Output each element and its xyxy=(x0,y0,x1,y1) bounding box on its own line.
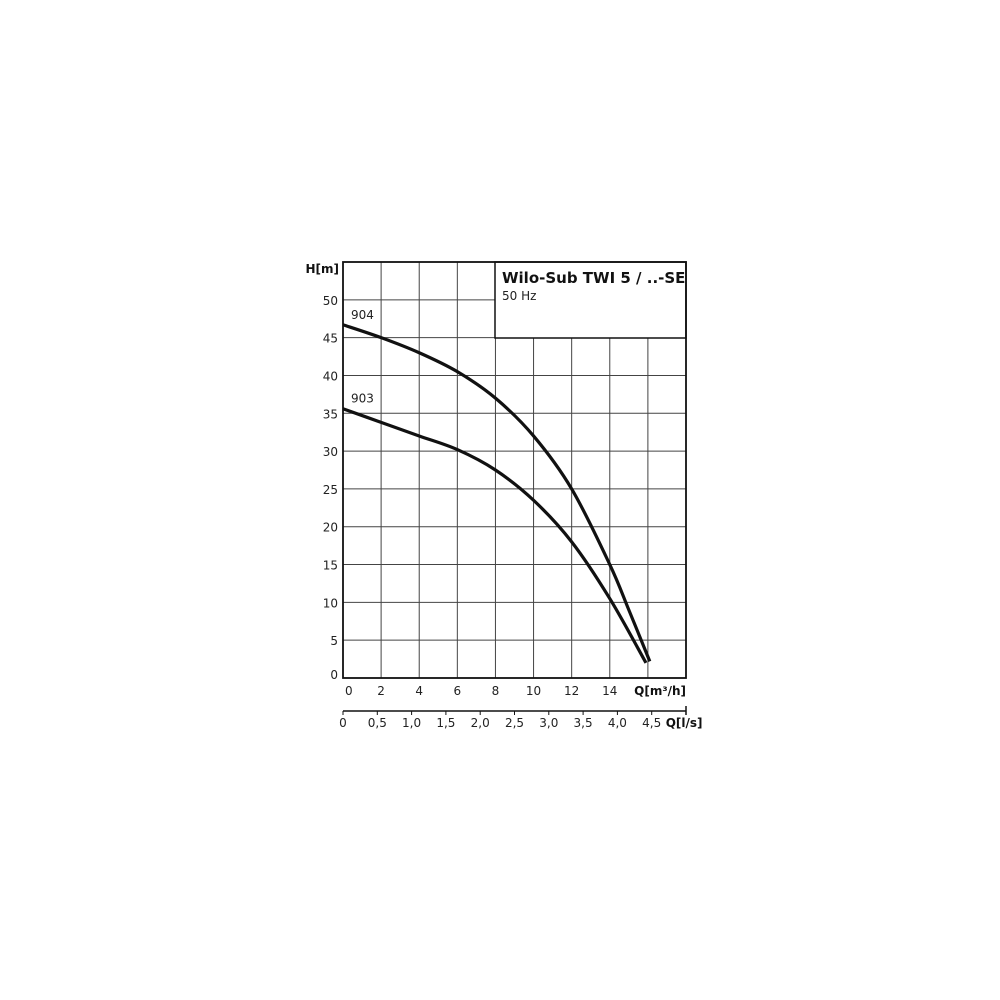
x2-tick-label: 2,0 xyxy=(471,716,490,730)
x-tick-label: 6 xyxy=(454,684,462,698)
chart-subtitle: 50 Hz xyxy=(502,289,536,303)
x2-tick-label: 1,0 xyxy=(402,716,421,730)
y-tick-label: 45 xyxy=(323,332,338,346)
plot-frame xyxy=(342,261,687,679)
y-tick-label: 0 xyxy=(330,668,338,682)
x2-tick-label: 4,0 xyxy=(608,716,627,730)
curve-label-904: 904 xyxy=(351,308,374,322)
x2-tick-label: 0,5 xyxy=(368,716,387,730)
x2-tick-label: 2,5 xyxy=(505,716,524,730)
x-tick-label: 10 xyxy=(526,684,541,698)
x2-tick-label: 0 xyxy=(339,716,347,730)
curve-904 xyxy=(342,323,652,662)
y-tick-label: 15 xyxy=(323,559,338,573)
x-tick-label: 14 xyxy=(602,684,617,698)
chart-title: Wilo-Sub TWI 5 / ..-SE xyxy=(502,269,685,287)
x2-tick-label: 1,5 xyxy=(436,716,455,730)
x-tick-label: 4 xyxy=(415,684,423,698)
axis-labels: 0 2 4 6 8 10 12 14 0 5 10 15 20 25 30 35 40 45 50 H[m] Q[m³/… xyxy=(305,262,702,730)
y-tick-label: 40 xyxy=(323,369,338,383)
y-tick-label: 25 xyxy=(323,483,338,497)
x-tick-label: 0 xyxy=(345,684,353,698)
curve-label-903: 903 xyxy=(351,392,374,406)
x2-tick-label: 3,5 xyxy=(574,716,593,730)
curves: 904 903 xyxy=(342,308,652,664)
y-tick-label: 5 xyxy=(330,634,338,648)
x-axis-label: Q[m³/h] xyxy=(634,684,686,698)
curve-903 xyxy=(342,407,648,664)
x-tick-label: 12 xyxy=(564,684,579,698)
x2-tick-label: 3,0 xyxy=(539,716,558,730)
title-box: Wilo-Sub TWI 5 / ..-SE 50 Hz xyxy=(494,261,687,339)
y-tick-label: 35 xyxy=(323,407,338,421)
x2-tick-label: 4,5 xyxy=(642,716,661,730)
y-tick-label: 10 xyxy=(323,596,338,610)
y-tick-label: 50 xyxy=(323,294,338,308)
x-tick-label: 8 xyxy=(492,684,500,698)
x2-axis-label: Q[l/s] xyxy=(666,716,703,730)
y-tick-label: 20 xyxy=(323,521,338,535)
y-tick-label: 30 xyxy=(323,445,338,459)
y-axis-label: H[m] xyxy=(305,262,339,276)
x-tick-label: 2 xyxy=(377,684,385,698)
